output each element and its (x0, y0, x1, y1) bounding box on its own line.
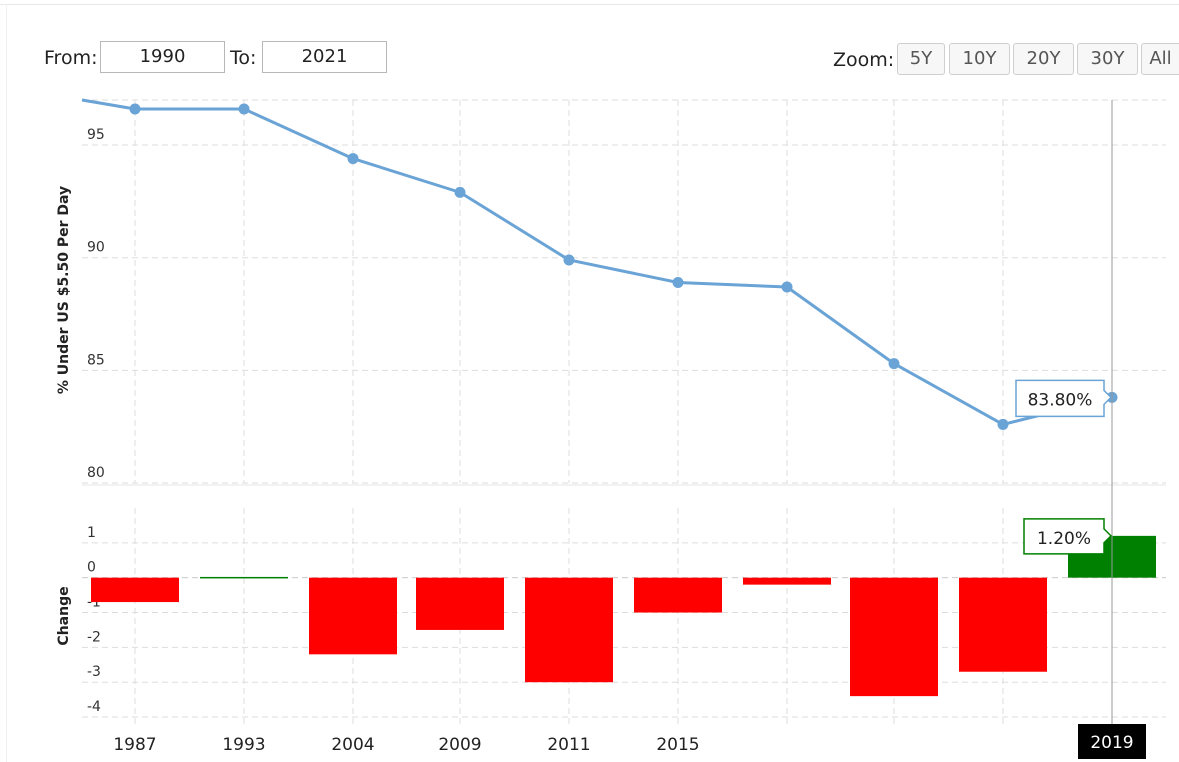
change-bar[interactable] (743, 577, 831, 585)
zoom-5y-button[interactable]: 5Y (897, 43, 945, 75)
x-tick-label: 2011 (547, 735, 590, 755)
y-tick-label: -2 (87, 629, 101, 645)
tooltip-bar: 1.20% (1023, 518, 1113, 555)
tooltip-value: 83.80% (1028, 390, 1093, 410)
change-bar[interactable] (200, 576, 288, 579)
x-tick-label: 2015 (656, 735, 699, 755)
tooltip-line: 83.80% (1015, 379, 1113, 418)
zoom-30y-button[interactable]: 30Y (1077, 43, 1138, 75)
y-tick-label: 0 (87, 560, 96, 576)
change-bar[interactable] (309, 577, 397, 655)
y-tick-label: -4 (87, 699, 101, 715)
y-tick-label: 90 (87, 240, 105, 256)
zoom-20y-button[interactable]: 20Y (1013, 43, 1074, 75)
data-point[interactable] (997, 418, 1009, 430)
zoom-label: Zoom: (833, 49, 895, 71)
x-tick-label: 1993 (222, 735, 265, 755)
data-point[interactable] (129, 103, 141, 115)
x-tick-label: 2004 (331, 735, 374, 755)
x-tick-label: 1987 (113, 735, 156, 755)
left-border (6, 4, 7, 762)
y-tick-label: 95 (87, 127, 105, 143)
zoom-10y-button[interactable]: 10Y (949, 43, 1010, 75)
zoom-all-button[interactable]: All (1141, 43, 1179, 75)
tooltip-box (1023, 518, 1113, 555)
from-label: From: (44, 47, 98, 69)
from-date-input[interactable]: 1990 (100, 41, 225, 73)
y-axis-title-upper: % Under US $5.50 Per Day (56, 186, 72, 394)
data-point[interactable] (454, 186, 466, 198)
top-border (0, 0, 1179, 5)
tooltip-value: 1.20% (1037, 529, 1091, 549)
data-point[interactable] (781, 281, 793, 293)
x-highlight-badge: 2019 (1078, 724, 1146, 759)
data-point[interactable] (672, 276, 684, 288)
y-tick-label: 80 (87, 465, 105, 481)
data-point[interactable] (563, 254, 575, 266)
y-tick-label: 1 (87, 525, 96, 541)
x-highlight-bg (1078, 724, 1146, 759)
y-axis-title-lower: Change (56, 586, 72, 645)
data-point[interactable] (347, 153, 359, 165)
y-tick-label: -3 (87, 664, 101, 680)
change-bar[interactable] (850, 577, 938, 697)
x-highlight-label: 2019 (1090, 733, 1133, 753)
change-bar[interactable] (959, 577, 1047, 672)
x-tick-label: 2009 (438, 735, 481, 755)
data-point[interactable] (238, 103, 250, 115)
data-point[interactable] (888, 358, 900, 370)
to-date-input[interactable]: 2021 (262, 41, 387, 73)
tooltip-box (1015, 379, 1113, 418)
to-label: To: (230, 47, 257, 69)
change-bar[interactable] (416, 577, 504, 630)
change-bar[interactable] (634, 577, 722, 613)
series-line (81, 98, 1113, 426)
change-bar[interactable] (525, 577, 613, 683)
change-bar[interactable] (91, 577, 179, 603)
y-tick-label: 85 (87, 352, 105, 368)
